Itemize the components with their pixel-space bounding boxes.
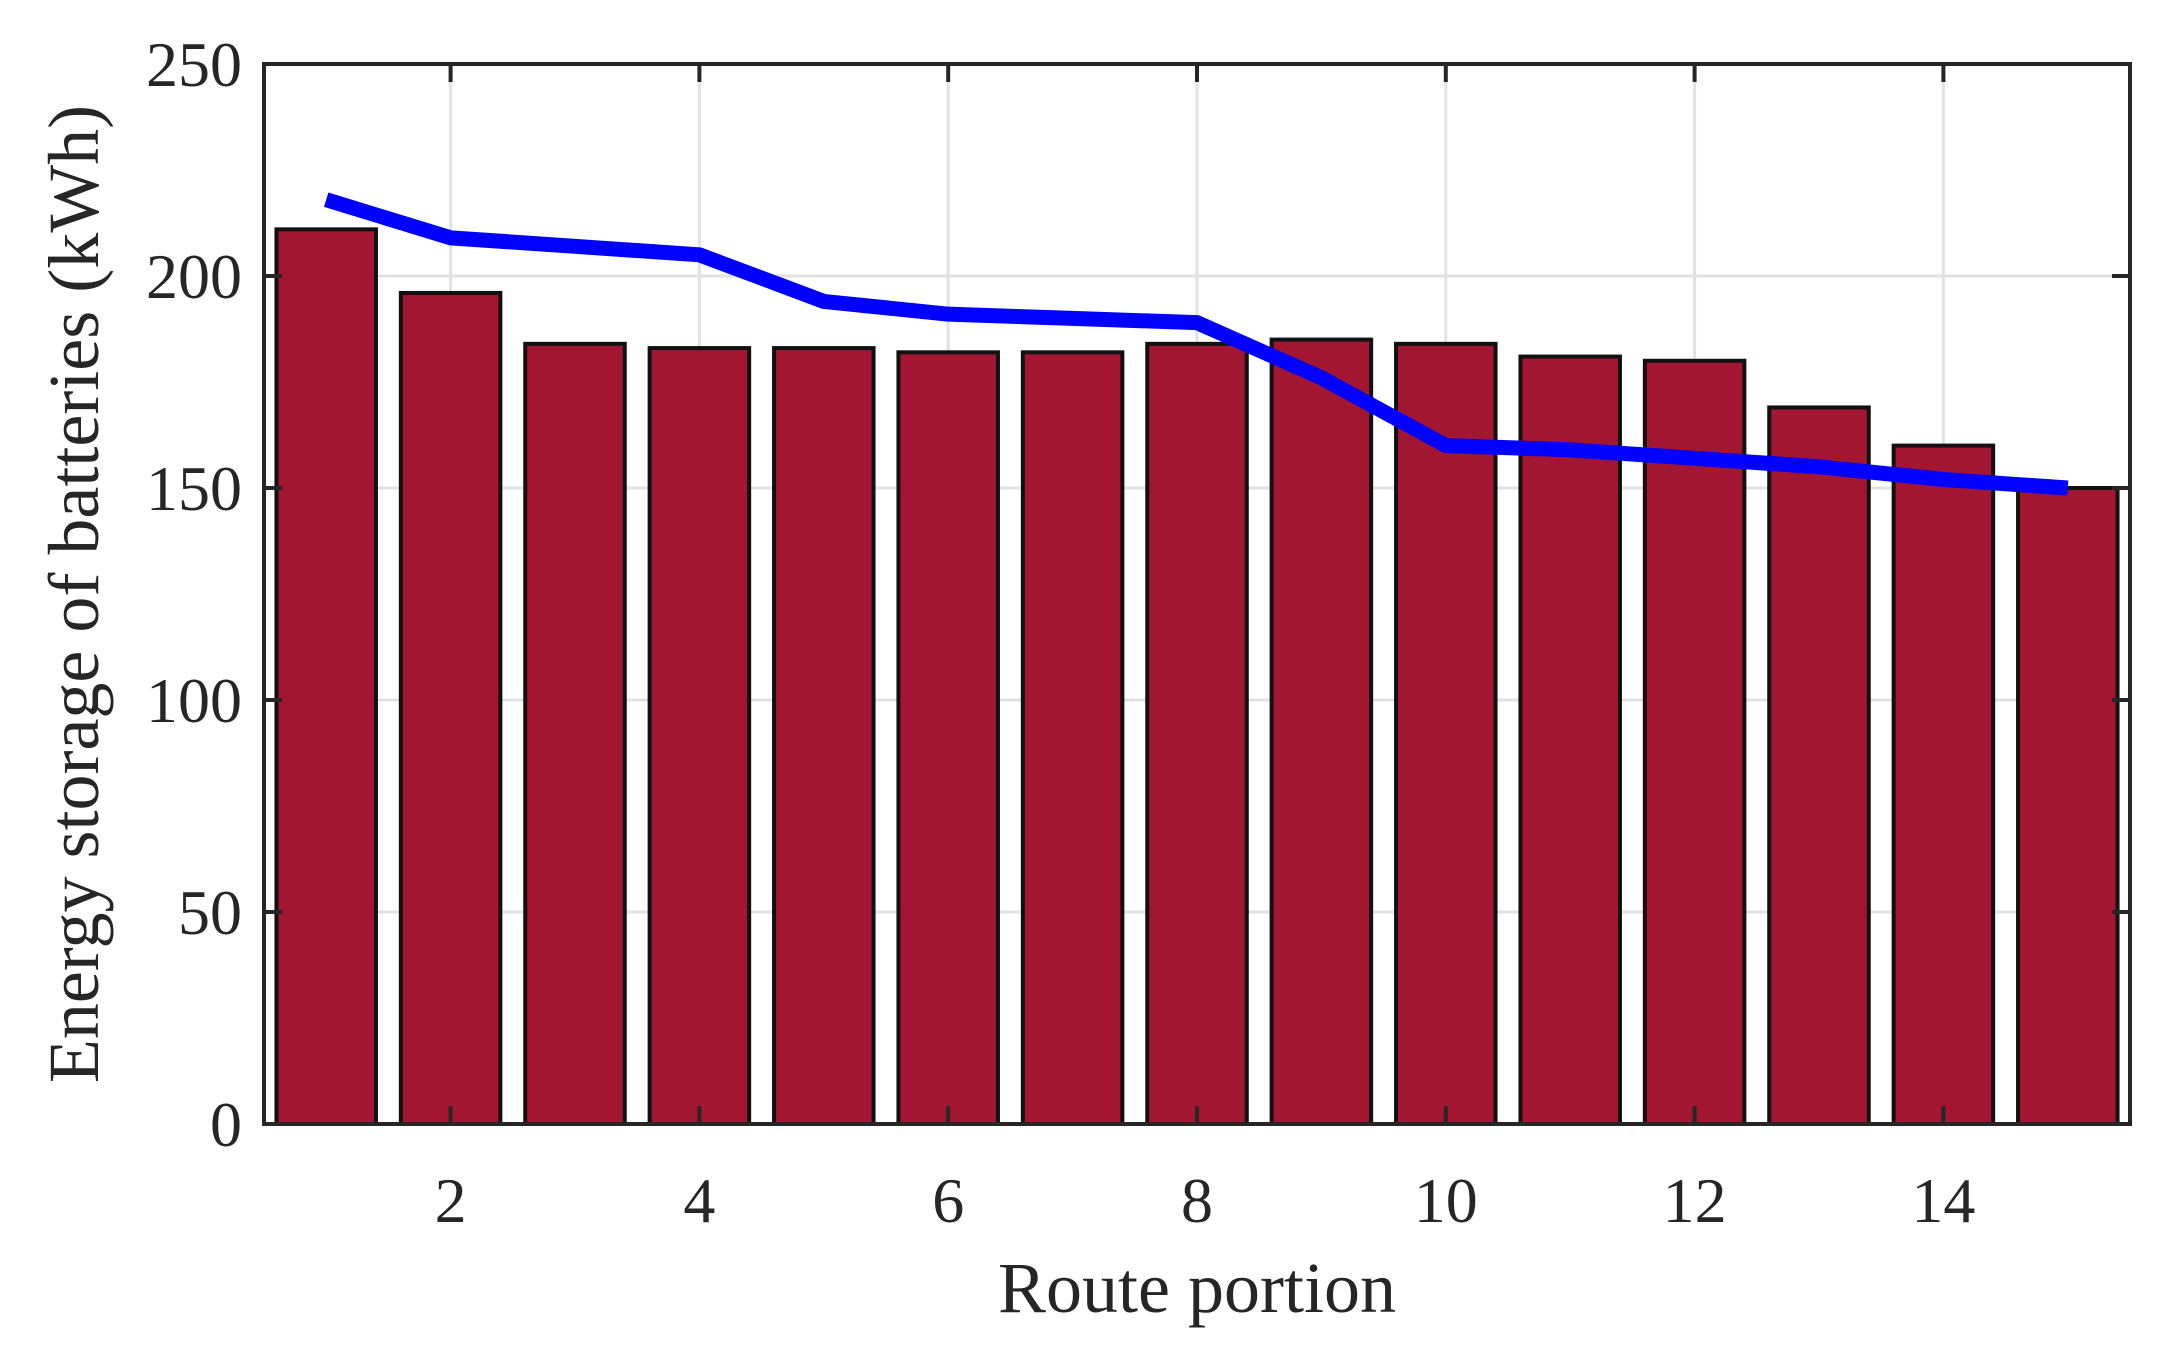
bar [1767,405,1871,1126]
bar [1020,350,1125,1126]
y-tick-label: 0 [210,1089,242,1160]
y-tick-label: 100 [146,665,242,736]
bar [772,346,876,1126]
x-axis-title: Route portion [998,1248,1396,1328]
bar [1145,341,1249,1126]
axes [262,62,2132,1126]
bar [1518,354,1622,1126]
x-tick-label: 10 [1414,1165,1478,1236]
x-tick-label: 6 [932,1165,964,1236]
bar [1269,337,1374,1127]
x-tick-label: 12 [1663,1165,1727,1236]
bar-series [274,227,2120,1127]
bar [1642,358,1747,1126]
bar [523,341,627,1126]
y-tick-label: 150 [146,453,242,524]
tick-labels: 0 50 100 150 200 250 2 4 6 8 10 12 14 [146,29,1975,1236]
bar [1394,341,1498,1126]
bar [1891,443,1996,1127]
series-line [324,192,2069,496]
x-tick-label: 8 [1181,1165,1213,1236]
bar [647,346,752,1126]
bar [896,350,1000,1126]
y-tick-label: 50 [178,877,242,948]
line-series [324,192,2069,496]
x-tick-label: 14 [1911,1165,1975,1236]
x-tick-label: 4 [683,1165,715,1236]
bar [2016,486,2120,1126]
y-axis-title: Energy storage of batteries (kWh) [34,105,114,1083]
y-tick-label: 250 [146,29,242,100]
y-tick-label: 200 [146,241,242,312]
bar [398,290,503,1126]
bar [274,227,378,1127]
x-tick-label: 2 [435,1165,467,1236]
